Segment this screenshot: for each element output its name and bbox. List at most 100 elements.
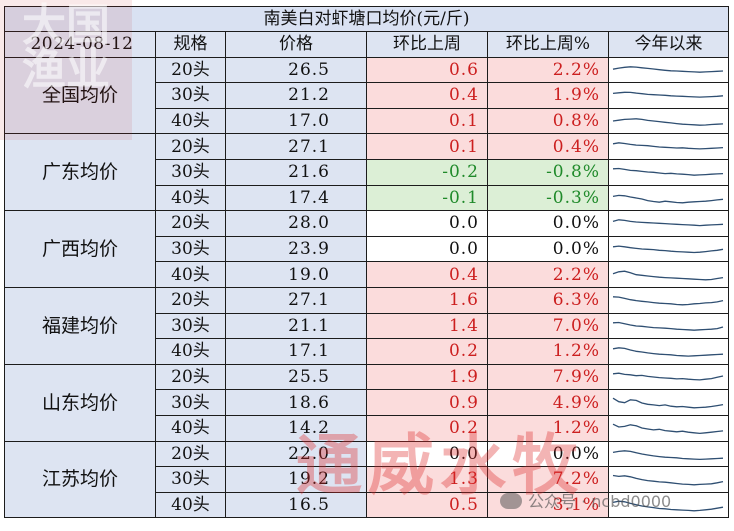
- wow-change-cell: 0.0: [366, 210, 488, 237]
- spec-cell: 40头: [155, 491, 226, 519]
- ytd-sparkline-cell: [608, 107, 729, 135]
- table-row: 40头 17.1 0.2 1.2%: [5, 338, 729, 365]
- ytd-sparkline-cell: [608, 210, 729, 237]
- ytd-sparkline: [612, 92, 724, 99]
- sparkline-series: [612, 347, 724, 358]
- ytd-sparkline-cell: [608, 414, 729, 442]
- sparkline-series: [612, 423, 724, 435]
- spec-cell: 20头: [155, 363, 226, 391]
- wow-change-cell: 0.9: [366, 389, 488, 416]
- table-title: 南美白对虾塘口均价(元/斤): [4, 6, 729, 32]
- ytd-sparkline-cell: [608, 261, 729, 288]
- ytd-sparkline-cell: [608, 235, 729, 263]
- ytd-sparkline: [612, 168, 724, 177]
- header-ytd: 今年以来: [608, 31, 729, 58]
- wow-pct-cell: 0.4%: [487, 133, 609, 160]
- wow-pct-cell: 0.8%: [487, 107, 609, 135]
- ytd-sparkline: [612, 219, 724, 227]
- wow-pct-cell: 0.0%: [487, 235, 609, 263]
- sparkline-series: [612, 66, 724, 73]
- table-row: 福建均价 20头 27.1 1.6 6.3%: [4, 286, 729, 365]
- ytd-sparkline: [612, 118, 724, 126]
- ytd-sparkline: [612, 194, 724, 204]
- ytd-sparkline-cell: [608, 82, 729, 109]
- price-cell: 21.6: [225, 158, 367, 186]
- wow-pct-cell: 7.9%: [487, 363, 609, 391]
- spec-cell: 30头: [155, 466, 226, 493]
- spec-cell: 30头: [155, 82, 226, 109]
- table-row: 40头 19.0 0.4 2.2%: [5, 261, 729, 288]
- header-wow: 环比上周: [366, 31, 488, 58]
- wow-change-cell: 1.3: [366, 466, 488, 493]
- wow-pct-cell: 1.9%: [487, 82, 609, 109]
- ytd-sparkline: [612, 270, 724, 281]
- price-cell: 21.2: [225, 82, 367, 109]
- spec-cell: 30头: [155, 235, 226, 263]
- wow-change-cell: 1.6: [366, 286, 488, 314]
- title-row: 南美白对虾塘口均价(元/斤): [4, 6, 729, 32]
- price-cell: 28.0: [225, 210, 367, 237]
- table-row: 全国均价 20头 26.5 0.6 2.2%: [4, 56, 729, 135]
- table-row: 30头 21.6 -0.2 -0.8%: [5, 158, 729, 186]
- ytd-sparkline: [612, 372, 724, 381]
- ytd-sparkline-cell: [608, 491, 729, 519]
- sparkline-series: [612, 475, 724, 486]
- ytd-sparkline: [612, 296, 724, 306]
- header-spec: 规格: [155, 31, 226, 58]
- table-row: 广西均价 20头 28.0 0.0 0.0%: [4, 210, 729, 288]
- wow-change-cell: 1.9: [366, 363, 488, 391]
- spec-cell: 40头: [155, 261, 226, 288]
- ytd-sparkline-cell: [608, 363, 729, 391]
- price-cell: 17.4: [225, 184, 367, 212]
- table-row: 40头 17.4 -0.1 -0.3%: [5, 184, 729, 212]
- table-row: 40头 17.0 0.1 0.8%: [5, 107, 729, 135]
- wow-pct-cell: 7.0%: [487, 312, 609, 340]
- ytd-sparkline-cell: [608, 466, 729, 493]
- wow-change-cell: 0.0: [366, 235, 488, 263]
- ytd-sparkline: [612, 245, 724, 254]
- region-label: 全国均价: [4, 56, 156, 135]
- price-table-sheet: 南美白对虾塘口均价(元/斤) 2024-08-12 规格 价格 环比上周 环比上…: [4, 6, 729, 528]
- wow-pct-cell: 2.2%: [487, 56, 609, 84]
- wow-change-cell: -0.2: [366, 158, 488, 186]
- ytd-sparkline-cell: [608, 133, 729, 160]
- sparkline-series: [612, 168, 724, 177]
- table-row: 30头 19.2 1.3 7.2%: [5, 466, 729, 493]
- wow-pct-cell: 1.2%: [487, 414, 609, 442]
- price-table-body: 南美白对虾塘口均价(元/斤) 2024-08-12 规格 价格 环比上周 环比上…: [4, 6, 729, 519]
- sparkline-series: [612, 449, 724, 460]
- ytd-sparkline-cell: [608, 440, 729, 468]
- spec-cell: 30头: [155, 312, 226, 340]
- wow-pct-cell: 1.2%: [487, 338, 609, 365]
- sparkline-series: [612, 92, 724, 99]
- spec-cell: 40头: [155, 184, 226, 212]
- ytd-sparkline: [612, 141, 724, 150]
- ytd-sparkline-cell: [608, 158, 729, 186]
- table-row: 30头 23.9 0.0 0.0%: [5, 235, 729, 263]
- region-label: 广西均价: [4, 210, 156, 288]
- region-label: 江苏均价: [4, 440, 156, 519]
- price-cell: 17.0: [225, 107, 367, 135]
- ytd-sparkline-cell: [608, 312, 729, 340]
- wow-pct-cell: 0.0%: [487, 210, 609, 237]
- wow-change-cell: 0.6: [366, 56, 488, 84]
- price-cell: 19.2: [225, 466, 367, 493]
- region-label: 福建均价: [4, 286, 156, 365]
- table-row: 广东均价 20头 27.1 0.1 0.4%: [4, 133, 729, 212]
- spec-cell: 30头: [155, 158, 226, 186]
- price-cell: 14.2: [225, 414, 367, 442]
- wow-change-cell: 0.4: [366, 82, 488, 109]
- sparkline-series: [612, 219, 724, 227]
- header-row: 2024-08-12 规格 价格 环比上周 环比上周% 今年以来: [4, 31, 729, 58]
- price-cell: 21.1: [225, 312, 367, 340]
- wow-change-cell: 0.0: [366, 440, 488, 468]
- sparkline-series: [612, 245, 724, 254]
- header-price: 价格: [225, 31, 367, 58]
- wow-pct-cell: 0.0%: [487, 440, 609, 468]
- sparkline-series: [612, 397, 724, 409]
- wow-change-cell: 0.2: [366, 414, 488, 442]
- wow-change-cell: -0.1: [366, 184, 488, 212]
- spec-cell: 20头: [155, 286, 226, 314]
- wow-pct-cell: 2.2%: [487, 261, 609, 288]
- ytd-sparkline-cell: [608, 286, 729, 314]
